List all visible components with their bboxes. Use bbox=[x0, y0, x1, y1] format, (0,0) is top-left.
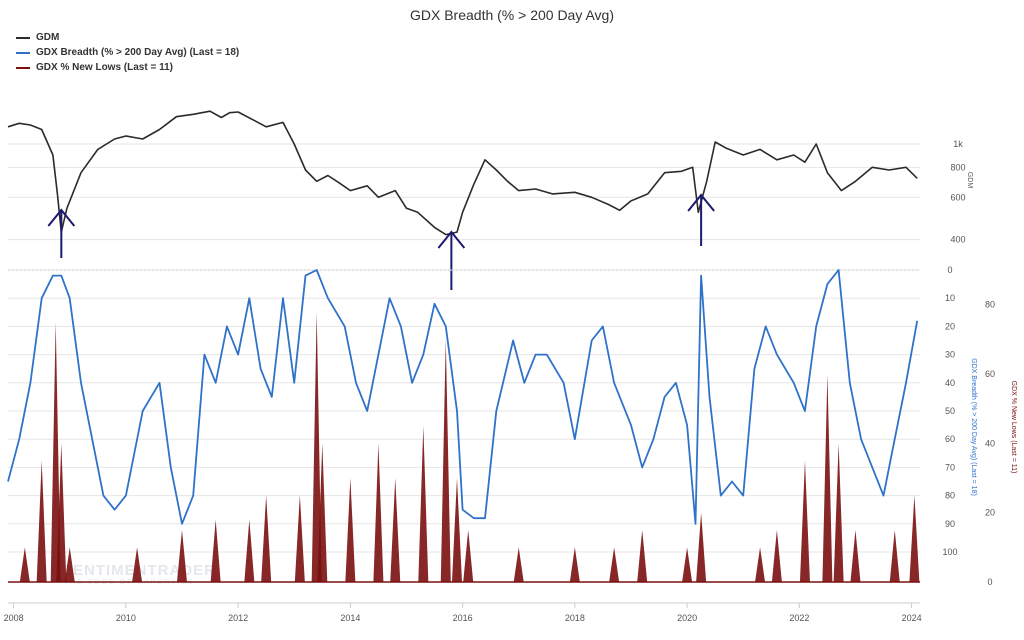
newlows-bar bbox=[311, 311, 322, 582]
newlows-bar bbox=[244, 519, 255, 582]
newlows-axis-label: GDX % New Lows (Last = 11) bbox=[1010, 381, 1017, 474]
legend-label-newlows: GDX % New Lows (Last = 11) bbox=[36, 62, 173, 73]
gdm-axis-label: GDM bbox=[966, 172, 973, 189]
newlows-bar bbox=[210, 519, 221, 582]
newlows-bar bbox=[317, 443, 328, 582]
breadth-tick-label: 70 bbox=[945, 462, 955, 472]
breadth-axis-label: GDX Breadth (% > 200 Day Avg) (Last = 18… bbox=[970, 358, 977, 496]
breadth-tick-label: 50 bbox=[945, 406, 955, 416]
breadth-tick-label: 60 bbox=[945, 434, 955, 444]
x-tick-label: 2010 bbox=[116, 613, 136, 623]
newlows-bar bbox=[373, 443, 384, 582]
newlows-bar bbox=[889, 530, 900, 582]
legend-item-newlows[interactable]: GDX % New Lows (Last = 11) bbox=[16, 60, 239, 75]
newlows-bar bbox=[822, 374, 833, 582]
chart-title: GDX Breadth (% > 200 Day Avg) bbox=[409, 7, 614, 23]
annotation-arrow bbox=[47, 208, 76, 258]
newlows-bar bbox=[637, 530, 648, 582]
breadth-tick-label: 90 bbox=[945, 519, 955, 529]
newlows-bar bbox=[345, 478, 356, 582]
newlows-bar bbox=[909, 495, 920, 582]
newlows-bar bbox=[64, 547, 75, 582]
newlows-tick-label: 40 bbox=[985, 438, 995, 448]
x-tick-label: 2014 bbox=[340, 613, 360, 623]
newlows-bar bbox=[19, 547, 30, 582]
legend-label-gdm: GDM bbox=[36, 32, 60, 43]
x-tick-label: 2024 bbox=[902, 613, 922, 623]
newlows-bar bbox=[451, 478, 462, 582]
chart-legend: GDM GDX Breadth (% > 200 Day Avg) (Last … bbox=[16, 30, 239, 75]
newlows-bar bbox=[50, 322, 61, 582]
legend-label-breadth: GDX Breadth (% > 200 Day Avg) (Last = 18… bbox=[36, 47, 240, 58]
breadth-tick-label: 10 bbox=[945, 293, 955, 303]
newlows-bar bbox=[463, 530, 474, 582]
gdm-series-line bbox=[7, 110, 918, 236]
breadth-tick-label: 20 bbox=[945, 321, 955, 331]
breadth-series-line bbox=[7, 269, 919, 525]
x-tick-label: 2008 bbox=[4, 613, 24, 623]
legend-swatch-gdm bbox=[16, 36, 30, 39]
breadth-tick-label: 0 bbox=[947, 265, 952, 275]
newlows-bar bbox=[294, 495, 305, 582]
newlows-bar bbox=[261, 495, 272, 582]
newlows-bar bbox=[755, 547, 766, 582]
x-tick-label: 2020 bbox=[677, 613, 697, 623]
gdm-tick-label: 800 bbox=[950, 162, 965, 172]
legend-item-gdm[interactable]: GDM bbox=[16, 30, 239, 45]
breadth-tick-label: 80 bbox=[945, 491, 955, 501]
x-tick-label: 2016 bbox=[453, 613, 473, 623]
newlows-bar bbox=[36, 460, 47, 582]
newlows-bar bbox=[833, 443, 844, 582]
gdm-tick-label: 1k bbox=[953, 139, 963, 149]
legend-swatch-breadth bbox=[16, 51, 30, 54]
newlows-bar bbox=[176, 530, 187, 582]
newlows-bar bbox=[799, 460, 810, 582]
x-tick-label: 2018 bbox=[565, 613, 585, 623]
newlows-tick-label: 60 bbox=[985, 369, 995, 379]
legend-swatch-newlows bbox=[16, 66, 30, 69]
newlows-bar bbox=[850, 530, 861, 582]
newlows-bar bbox=[390, 478, 401, 582]
breadth-tick-label: 30 bbox=[945, 350, 955, 360]
x-tick-label: 2022 bbox=[789, 613, 809, 623]
newlows-tick-label: 80 bbox=[985, 300, 995, 310]
breadth-tick-label: 40 bbox=[945, 378, 955, 388]
newlows-bar bbox=[696, 512, 707, 582]
annotation-arrow bbox=[687, 193, 715, 246]
newlows-bar bbox=[418, 426, 429, 582]
newlows-bar bbox=[682, 547, 693, 582]
newlows-bar bbox=[56, 443, 67, 582]
newlows-bar bbox=[132, 547, 143, 582]
newlows-tick-label: 20 bbox=[985, 508, 995, 518]
gdm-tick-label: 600 bbox=[950, 192, 965, 202]
newlows-bar bbox=[440, 339, 451, 582]
annotation-arrow bbox=[437, 230, 466, 290]
x-tick-label: 2012 bbox=[228, 613, 248, 623]
gdm-tick-label: 400 bbox=[950, 235, 965, 245]
newlows-bar bbox=[569, 547, 580, 582]
legend-item-breadth[interactable]: GDX Breadth (% > 200 Day Avg) (Last = 18… bbox=[16, 45, 239, 60]
newlows-bar bbox=[513, 547, 524, 582]
newlows-bar bbox=[609, 547, 620, 582]
breadth-tick-label: 100 bbox=[942, 547, 957, 557]
newlows-bar bbox=[771, 530, 782, 582]
newlows-tick-label: 0 bbox=[987, 577, 992, 587]
